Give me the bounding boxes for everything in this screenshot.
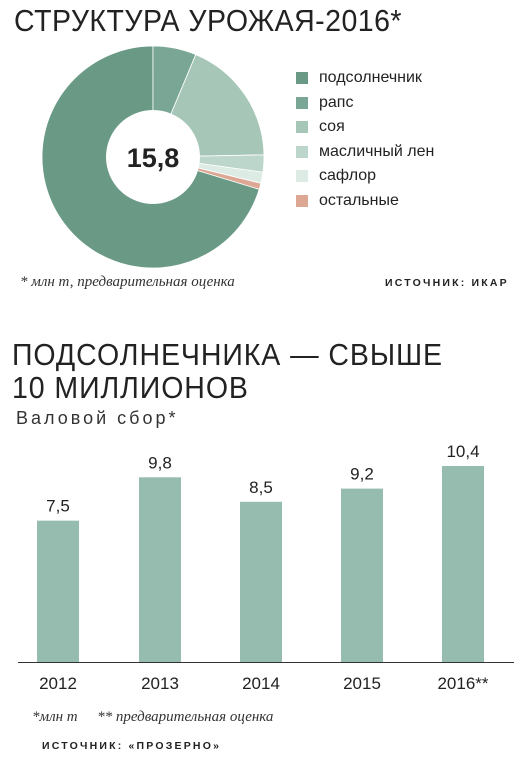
bar-chart: 7,5 2012 9,8 2013 8,5 2014 9,2 2015 10,4 2016** (18, 442, 514, 693)
legend-swatch (296, 96, 308, 109)
pie-source: ИСТОЧНИК: ИКАР (385, 277, 509, 289)
legend-item: остальные (296, 189, 434, 214)
bar-value-label: 7,5 (46, 497, 70, 516)
bar-chart-title: ПОДСОЛНЕЧНИКА — СВЫШЕ 10 МИЛЛИОНОВ (12, 338, 443, 404)
bar-value-label: 8,5 (249, 478, 273, 497)
legend-swatch (296, 72, 308, 85)
pie-footnote: * млн т, предварительная оценка (20, 274, 235, 290)
bar-value-label: 9,8 (148, 453, 172, 472)
legend-label: соя (319, 118, 345, 136)
legend-swatch (296, 170, 308, 183)
bar-category-label: 2016** (437, 674, 488, 693)
pie-chart-title: СТРУКТУРА УРОЖАЯ-2016* (14, 3, 402, 38)
legend-label: подсолнечник (319, 69, 422, 87)
legend-swatch (296, 145, 308, 158)
bar-2012 (37, 520, 79, 662)
bar-2016** (442, 466, 484, 662)
bar-value-label: 10,4 (446, 442, 479, 461)
pie-legend: подсолнечник рапс соя масличный лен сафлор ос… (296, 66, 434, 213)
legend-label: остальные (319, 191, 399, 209)
legend-item: сафлор (296, 164, 434, 189)
legend-item: соя (296, 115, 434, 140)
pie-center-label: 15,8 (127, 143, 180, 173)
legend-item: рапс (296, 91, 434, 116)
bar-footnote-units: *млн т (32, 709, 78, 725)
bar-chart-title-line1: ПОДСОЛНЕЧНИКА — СВЫШЕ (12, 337, 444, 372)
legend-label: масличный лен (319, 142, 435, 160)
bar-category-label: 2014 (242, 674, 280, 693)
bar-source: ИСТОЧНИК: «ПРОЗЕРНО» (42, 740, 222, 752)
legend-label: рапс (319, 93, 354, 111)
legend-swatch (296, 121, 308, 134)
bar-category-label: 2012 (39, 674, 77, 693)
bar-2014 (240, 501, 282, 662)
bar-category-label: 2013 (141, 674, 179, 693)
bar-chart-title-line2: 10 МИЛЛИОНОВ (12, 370, 249, 405)
bar-category-label: 2015 (343, 674, 381, 693)
legend-label: сафлор (319, 167, 377, 185)
pie-center-hole (106, 110, 200, 204)
bar-value-label: 9,2 (350, 465, 374, 484)
bar-footnote-estimate: ** предварительная оценка (97, 709, 274, 725)
legend-item: подсолнечник (296, 66, 434, 91)
pie-chart: 15,8 (42, 46, 264, 268)
bar-footnote: *млн т ** предварительная оценка (32, 709, 273, 726)
legend-item: масличный лен (296, 140, 434, 165)
bar-2015 (341, 488, 383, 662)
legend-swatch (296, 194, 308, 207)
bar-2013 (139, 477, 181, 662)
bar-chart-subtitle: Валовой сбор* (16, 408, 179, 428)
